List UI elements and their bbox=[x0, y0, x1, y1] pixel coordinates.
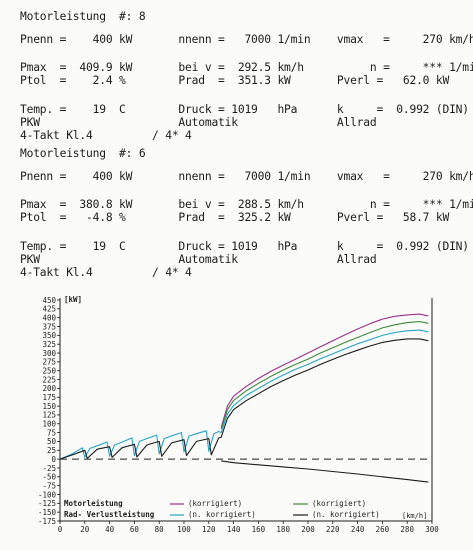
report-line: Temp. = 19 C Druck = 1019 hPa k = 0.992 … bbox=[20, 103, 469, 116]
x-tick-label: 240 bbox=[351, 525, 365, 534]
series-line-green bbox=[220, 321, 429, 430]
y-tick-label: -75 bbox=[42, 481, 56, 490]
y-tick-label: 75 bbox=[47, 428, 56, 437]
x-tick-label: 220 bbox=[326, 525, 340, 534]
y-axis-label: [kW] bbox=[64, 295, 82, 304]
report-line: 4-Takt Kl.4 / 4* 4 bbox=[20, 266, 192, 279]
x-tick-label: 200 bbox=[301, 525, 315, 534]
report-line: PKW Automatik Allrad bbox=[20, 253, 377, 266]
y-tick-label: 175 bbox=[42, 393, 56, 402]
y-tick-label: 425 bbox=[42, 305, 56, 314]
y-tick-label: 250 bbox=[42, 367, 56, 376]
y-tick-label: 450 bbox=[42, 296, 56, 305]
y-tick-label: -125 bbox=[38, 499, 56, 508]
y-tick-label: -50 bbox=[42, 473, 56, 482]
x-tick-label: 120 bbox=[202, 525, 216, 534]
y-tick-label: 375 bbox=[42, 322, 56, 331]
legend-rad-verlust: Rad- Verlustleistung bbox=[64, 510, 155, 519]
y-tick-label: 200 bbox=[42, 384, 56, 393]
x-tick-label: 180 bbox=[276, 525, 290, 534]
y-tick-label: 150 bbox=[42, 402, 56, 411]
series-line-black bbox=[59, 338, 429, 460]
y-tick-label: 350 bbox=[42, 331, 56, 340]
x-tick-label: 0 bbox=[58, 525, 63, 534]
x-tick-label: 40 bbox=[105, 525, 115, 534]
x-tick-label: 80 bbox=[155, 525, 165, 534]
report-line: PKW Automatik Allrad bbox=[20, 116, 377, 129]
y-tick-label: 0 bbox=[51, 455, 56, 464]
y-tick-label: 300 bbox=[42, 349, 56, 358]
x-tick-label: 60 bbox=[130, 525, 140, 534]
report-line: Pnenn = 400 kW nnenn = 7000 1/min vmax =… bbox=[20, 33, 473, 46]
report-line: Temp. = 19 C Druck = 1019 hPa k = 0.992 … bbox=[20, 240, 469, 253]
x-tick-label: 280 bbox=[400, 525, 414, 534]
x-tick-label: 20 bbox=[80, 525, 90, 534]
y-tick-label: -175 bbox=[38, 517, 56, 526]
x-tick-label: 260 bbox=[376, 525, 390, 534]
report-line: Pmax = 409.9 kW bei v = 292.5 km/h n = *… bbox=[20, 61, 473, 74]
report-line: Ptol = -4.8 % Prad = 325.2 kW Pverl = 58… bbox=[20, 211, 450, 224]
series-line-black bbox=[221, 460, 429, 483]
legend-motorleistung: Motorleistung bbox=[64, 499, 123, 508]
y-tick-label: 225 bbox=[42, 375, 56, 384]
y-tick-label: 125 bbox=[42, 411, 56, 420]
legend-n-korrigiert-black: (n. korrigiert) bbox=[312, 510, 380, 519]
legend-n-korrigiert-cyan: (n. korrigiert) bbox=[188, 510, 256, 519]
series-line-cyan bbox=[59, 329, 429, 460]
y-tick-label: 275 bbox=[42, 358, 56, 367]
legend-korrigiert-green: (korrigiert) bbox=[312, 499, 366, 508]
x-axis-label: [km/h] bbox=[402, 512, 427, 520]
block-title: Motorleistung #: 8 bbox=[20, 10, 146, 23]
y-tick-label: 25 bbox=[47, 446, 56, 455]
y-tick-label: -150 bbox=[38, 508, 57, 517]
y-tick-label: 100 bbox=[42, 420, 56, 429]
report-line: Pmax = 380.8 kW bei v = 288.5 km/h n = *… bbox=[20, 198, 473, 211]
x-tick-label: 300 bbox=[425, 525, 439, 534]
legend-korrigiert-purple: (korrigiert) bbox=[188, 499, 242, 508]
power-chart: 4504254003753503253002752502252001751501… bbox=[38, 295, 439, 534]
y-tick-label: 50 bbox=[47, 437, 57, 446]
block-title: Motorleistung #: 6 bbox=[20, 147, 146, 160]
report-line: Ptol = 2.4 % Prad = 351.3 kW Pverl = 62.… bbox=[20, 74, 450, 87]
x-tick-label: 160 bbox=[252, 525, 266, 534]
y-tick-label: 325 bbox=[42, 340, 56, 349]
report-line: 4-Takt Kl.4 / 4* 4 bbox=[20, 129, 192, 142]
x-tick-label: 100 bbox=[177, 525, 191, 534]
x-tick-label: 140 bbox=[227, 525, 241, 534]
report-line: Pnenn = 400 kW nnenn = 7000 1/min vmax =… bbox=[20, 170, 473, 183]
y-tick-label: -25 bbox=[42, 464, 56, 473]
y-tick-label: 400 bbox=[42, 313, 56, 322]
series-line-purple bbox=[220, 313, 429, 428]
y-tick-label: -100 bbox=[38, 490, 57, 499]
